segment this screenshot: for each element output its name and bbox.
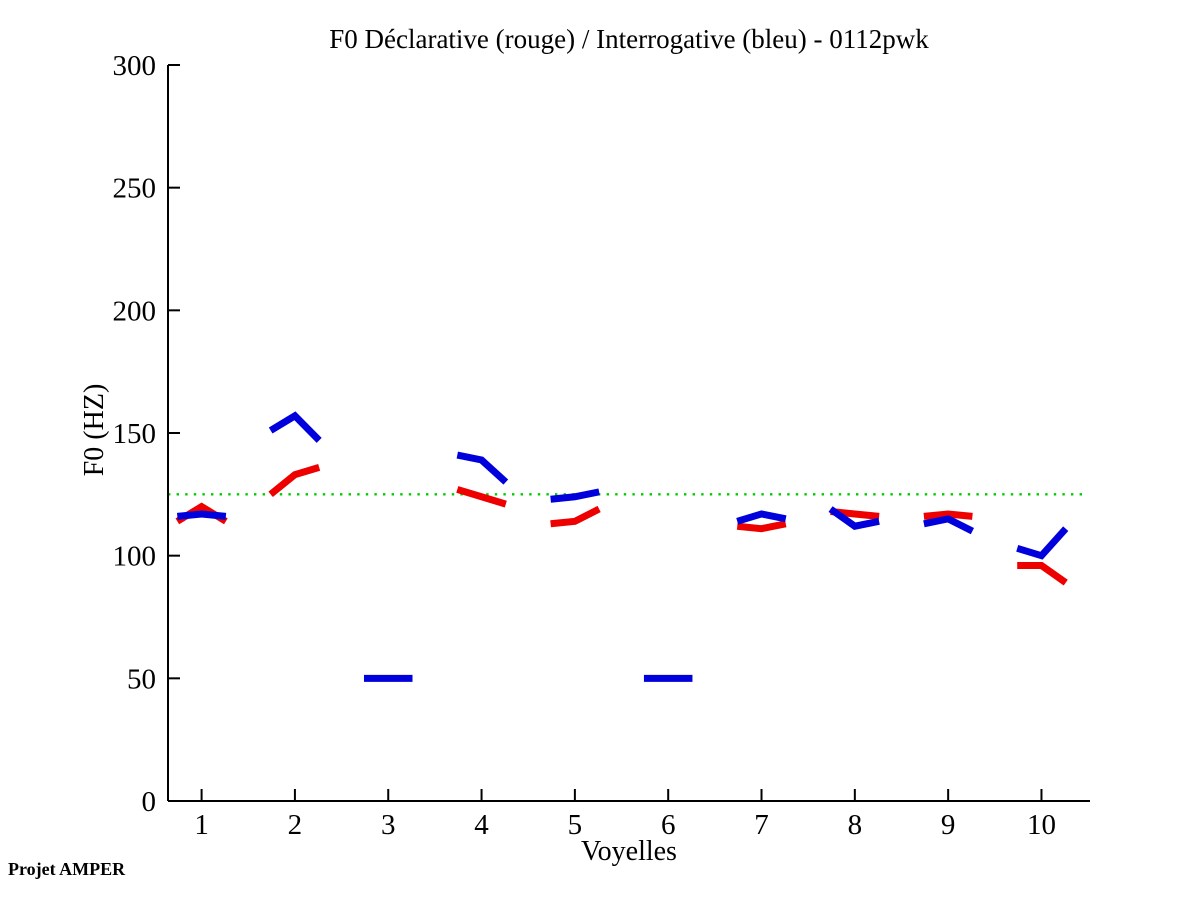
- interrogative-segment-v7: [736, 510, 787, 525]
- x-tick-label: 4: [474, 809, 489, 841]
- interrogative-segment-v1: [176, 510, 227, 520]
- x-tick-label: 10: [1027, 809, 1056, 841]
- interrogative-segment-v10: [1016, 526, 1069, 560]
- y-tick-label: 100: [113, 541, 157, 573]
- declarative-segment-v5: [550, 505, 601, 528]
- y-tick-label: 200: [113, 295, 157, 327]
- declarative-segment-v10: [1017, 561, 1068, 586]
- x-tick-label: 6: [661, 809, 676, 841]
- interrogative-segment-v4: [456, 451, 509, 485]
- declarative-segment-v9: [923, 510, 973, 520]
- declarative-segment-v2: [268, 463, 321, 498]
- y-tick-label: 150: [113, 418, 157, 450]
- y-tick-label: 0: [142, 786, 157, 818]
- x-tick-label: 1: [194, 809, 209, 841]
- x-tick-label: 3: [381, 809, 396, 841]
- y-tick-label: 250: [113, 173, 157, 205]
- interrogative-segment-v8: [828, 506, 880, 530]
- x-tick-label: 5: [568, 809, 583, 841]
- y-tick-label: 300: [113, 50, 157, 82]
- project-footer: Projet AMPER: [8, 859, 126, 879]
- x-tick-label: 2: [288, 809, 303, 841]
- chart-title: F0 Déclarative (rouge) / Interrogative (…: [329, 24, 929, 54]
- x-tick-label: 9: [941, 809, 956, 841]
- declarative-segment-v7: [736, 520, 787, 533]
- interrogative-segment-v5: [550, 488, 600, 503]
- interrogative-segment-v9: [923, 515, 974, 535]
- declarative-segment-v4: [456, 486, 507, 508]
- y-tick-label: 50: [127, 663, 156, 695]
- interrogative-segment-v2: [268, 411, 322, 443]
- x-axis-label: Voyelles: [581, 836, 677, 867]
- x-tick-label: 8: [848, 809, 863, 841]
- x-tick-label: 7: [754, 809, 769, 841]
